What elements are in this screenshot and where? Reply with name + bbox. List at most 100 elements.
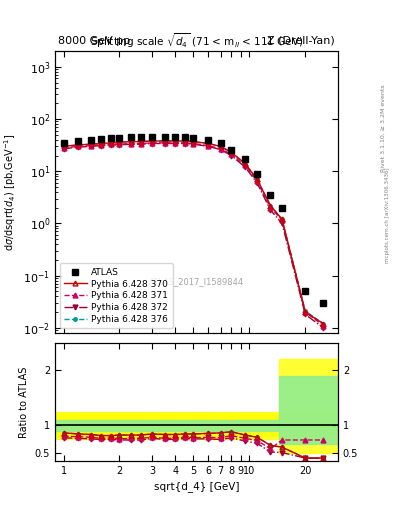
ATLAS bbox=[243, 156, 248, 162]
Pythia 6.428 372 bbox=[280, 220, 285, 226]
ATLAS bbox=[182, 134, 187, 140]
Pythia 6.428 372 bbox=[206, 143, 211, 150]
Pythia 6.428 370 bbox=[182, 138, 187, 144]
Pythia 6.428 371 bbox=[173, 140, 178, 146]
Pythia 6.428 372 bbox=[182, 140, 187, 146]
Title: Splitting scale $\sqrt{d_4}$ (71 < m$_{ll}$ < 111 GeV): Splitting scale $\sqrt{d_4}$ (71 < m$_{l… bbox=[90, 31, 303, 50]
ATLAS bbox=[61, 140, 66, 146]
Pythia 6.428 372 bbox=[191, 141, 196, 147]
Pythia 6.428 371 bbox=[162, 140, 167, 146]
Pythia 6.428 370 bbox=[88, 141, 93, 147]
Pythia 6.428 376 bbox=[268, 202, 273, 208]
Y-axis label: d$\sigma$/dsqrt($d_4$) [pb,GeV$^{-1}$]: d$\sigma$/dsqrt($d_4$) [pb,GeV$^{-1}$] bbox=[2, 133, 18, 251]
Text: ATLAS_2017_I1589844: ATLAS_2017_I1589844 bbox=[149, 278, 244, 287]
Pythia 6.428 371 bbox=[280, 217, 285, 223]
Pythia 6.428 370 bbox=[303, 309, 308, 315]
Pythia 6.428 371 bbox=[76, 143, 81, 150]
Pythia 6.428 376 bbox=[255, 176, 259, 182]
Pythia 6.428 370 bbox=[138, 139, 143, 145]
ATLAS bbox=[280, 205, 285, 211]
Pythia 6.428 371 bbox=[206, 142, 211, 148]
Pythia 6.428 372 bbox=[61, 146, 66, 152]
Pythia 6.428 370 bbox=[150, 138, 154, 144]
Pythia 6.428 372 bbox=[303, 311, 308, 317]
ATLAS bbox=[117, 135, 122, 141]
Y-axis label: Ratio to ATLAS: Ratio to ATLAS bbox=[19, 366, 29, 438]
Line: Pythia 6.428 376: Pythia 6.428 376 bbox=[62, 139, 325, 325]
Pythia 6.428 376 bbox=[162, 138, 167, 144]
Pythia 6.428 372 bbox=[108, 142, 113, 148]
Pythia 6.428 371 bbox=[138, 140, 143, 146]
ATLAS bbox=[99, 136, 104, 142]
Pythia 6.428 376 bbox=[182, 138, 187, 144]
Text: 8000 GeV pp: 8000 GeV pp bbox=[58, 35, 130, 46]
Pythia 6.428 372 bbox=[229, 153, 234, 159]
Pythia 6.428 372 bbox=[243, 164, 248, 170]
Pythia 6.428 372 bbox=[255, 180, 259, 186]
Pythia 6.428 372 bbox=[138, 141, 143, 147]
Text: Rivet 3.1.10, ≥ 3.2M events: Rivet 3.1.10, ≥ 3.2M events bbox=[381, 84, 386, 172]
Pythia 6.428 372 bbox=[117, 142, 122, 148]
ATLAS bbox=[129, 134, 133, 140]
Pythia 6.428 376 bbox=[321, 321, 326, 327]
Pythia 6.428 376 bbox=[206, 140, 211, 146]
Pythia 6.428 371 bbox=[218, 146, 223, 152]
Pythia 6.428 372 bbox=[150, 140, 154, 146]
Pythia 6.428 376 bbox=[88, 141, 93, 147]
Pythia 6.428 372 bbox=[88, 143, 93, 150]
ATLAS bbox=[173, 134, 178, 140]
Pythia 6.428 371 bbox=[150, 140, 154, 146]
Pythia 6.428 376 bbox=[218, 143, 223, 150]
Pythia 6.428 370 bbox=[76, 142, 81, 148]
Pythia 6.428 376 bbox=[99, 140, 104, 146]
Pythia 6.428 371 bbox=[191, 140, 196, 146]
Pythia 6.428 372 bbox=[321, 325, 326, 331]
Pythia 6.428 370 bbox=[243, 161, 248, 167]
Pythia 6.428 370 bbox=[280, 216, 285, 222]
Pythia 6.428 370 bbox=[99, 140, 104, 146]
Pythia 6.428 371 bbox=[88, 142, 93, 148]
Pythia 6.428 371 bbox=[229, 152, 234, 158]
Pythia 6.428 372 bbox=[218, 146, 223, 153]
Pythia 6.428 376 bbox=[229, 150, 234, 156]
Pythia 6.428 371 bbox=[321, 323, 326, 329]
Pythia 6.428 371 bbox=[99, 142, 104, 148]
ATLAS bbox=[191, 135, 196, 141]
Pythia 6.428 371 bbox=[268, 205, 273, 211]
Legend: ATLAS, Pythia 6.428 370, Pythia 6.428 371, Pythia 6.428 372, Pythia 6.428 376: ATLAS, Pythia 6.428 370, Pythia 6.428 37… bbox=[59, 264, 173, 328]
Pythia 6.428 376 bbox=[108, 140, 113, 146]
Pythia 6.428 370 bbox=[129, 139, 133, 145]
Pythia 6.428 371 bbox=[255, 178, 259, 184]
Pythia 6.428 370 bbox=[173, 138, 178, 144]
ATLAS bbox=[218, 140, 223, 146]
ATLAS bbox=[268, 192, 273, 198]
Pythia 6.428 370 bbox=[191, 139, 196, 145]
Pythia 6.428 372 bbox=[173, 140, 178, 146]
Pythia 6.428 372 bbox=[129, 141, 133, 147]
ATLAS bbox=[138, 134, 143, 140]
Line: Pythia 6.428 371: Pythia 6.428 371 bbox=[61, 140, 326, 328]
Pythia 6.428 372 bbox=[76, 144, 81, 150]
Pythia 6.428 376 bbox=[303, 308, 308, 314]
Pythia 6.428 371 bbox=[243, 162, 248, 168]
Line: Pythia 6.428 372: Pythia 6.428 372 bbox=[61, 141, 326, 330]
Pythia 6.428 372 bbox=[162, 140, 167, 146]
Text: mcplots.cern.ch [arXiv:1306.3436]: mcplots.cern.ch [arXiv:1306.3436] bbox=[385, 167, 389, 263]
Pythia 6.428 370 bbox=[268, 202, 273, 208]
Pythia 6.428 372 bbox=[268, 207, 273, 213]
Pythia 6.428 370 bbox=[108, 140, 113, 146]
Pythia 6.428 370 bbox=[229, 150, 234, 156]
Pythia 6.428 376 bbox=[129, 139, 133, 145]
Pythia 6.428 370 bbox=[117, 139, 122, 145]
ATLAS bbox=[162, 134, 167, 140]
ATLAS bbox=[321, 300, 326, 306]
ATLAS bbox=[229, 146, 234, 153]
Pythia 6.428 371 bbox=[182, 140, 187, 146]
Pythia 6.428 370 bbox=[61, 143, 66, 150]
Pythia 6.428 370 bbox=[321, 321, 326, 327]
Pythia 6.428 376 bbox=[191, 139, 196, 145]
Pythia 6.428 376 bbox=[76, 142, 81, 148]
ATLAS bbox=[150, 134, 154, 140]
ATLAS bbox=[206, 137, 211, 143]
ATLAS bbox=[255, 170, 259, 177]
